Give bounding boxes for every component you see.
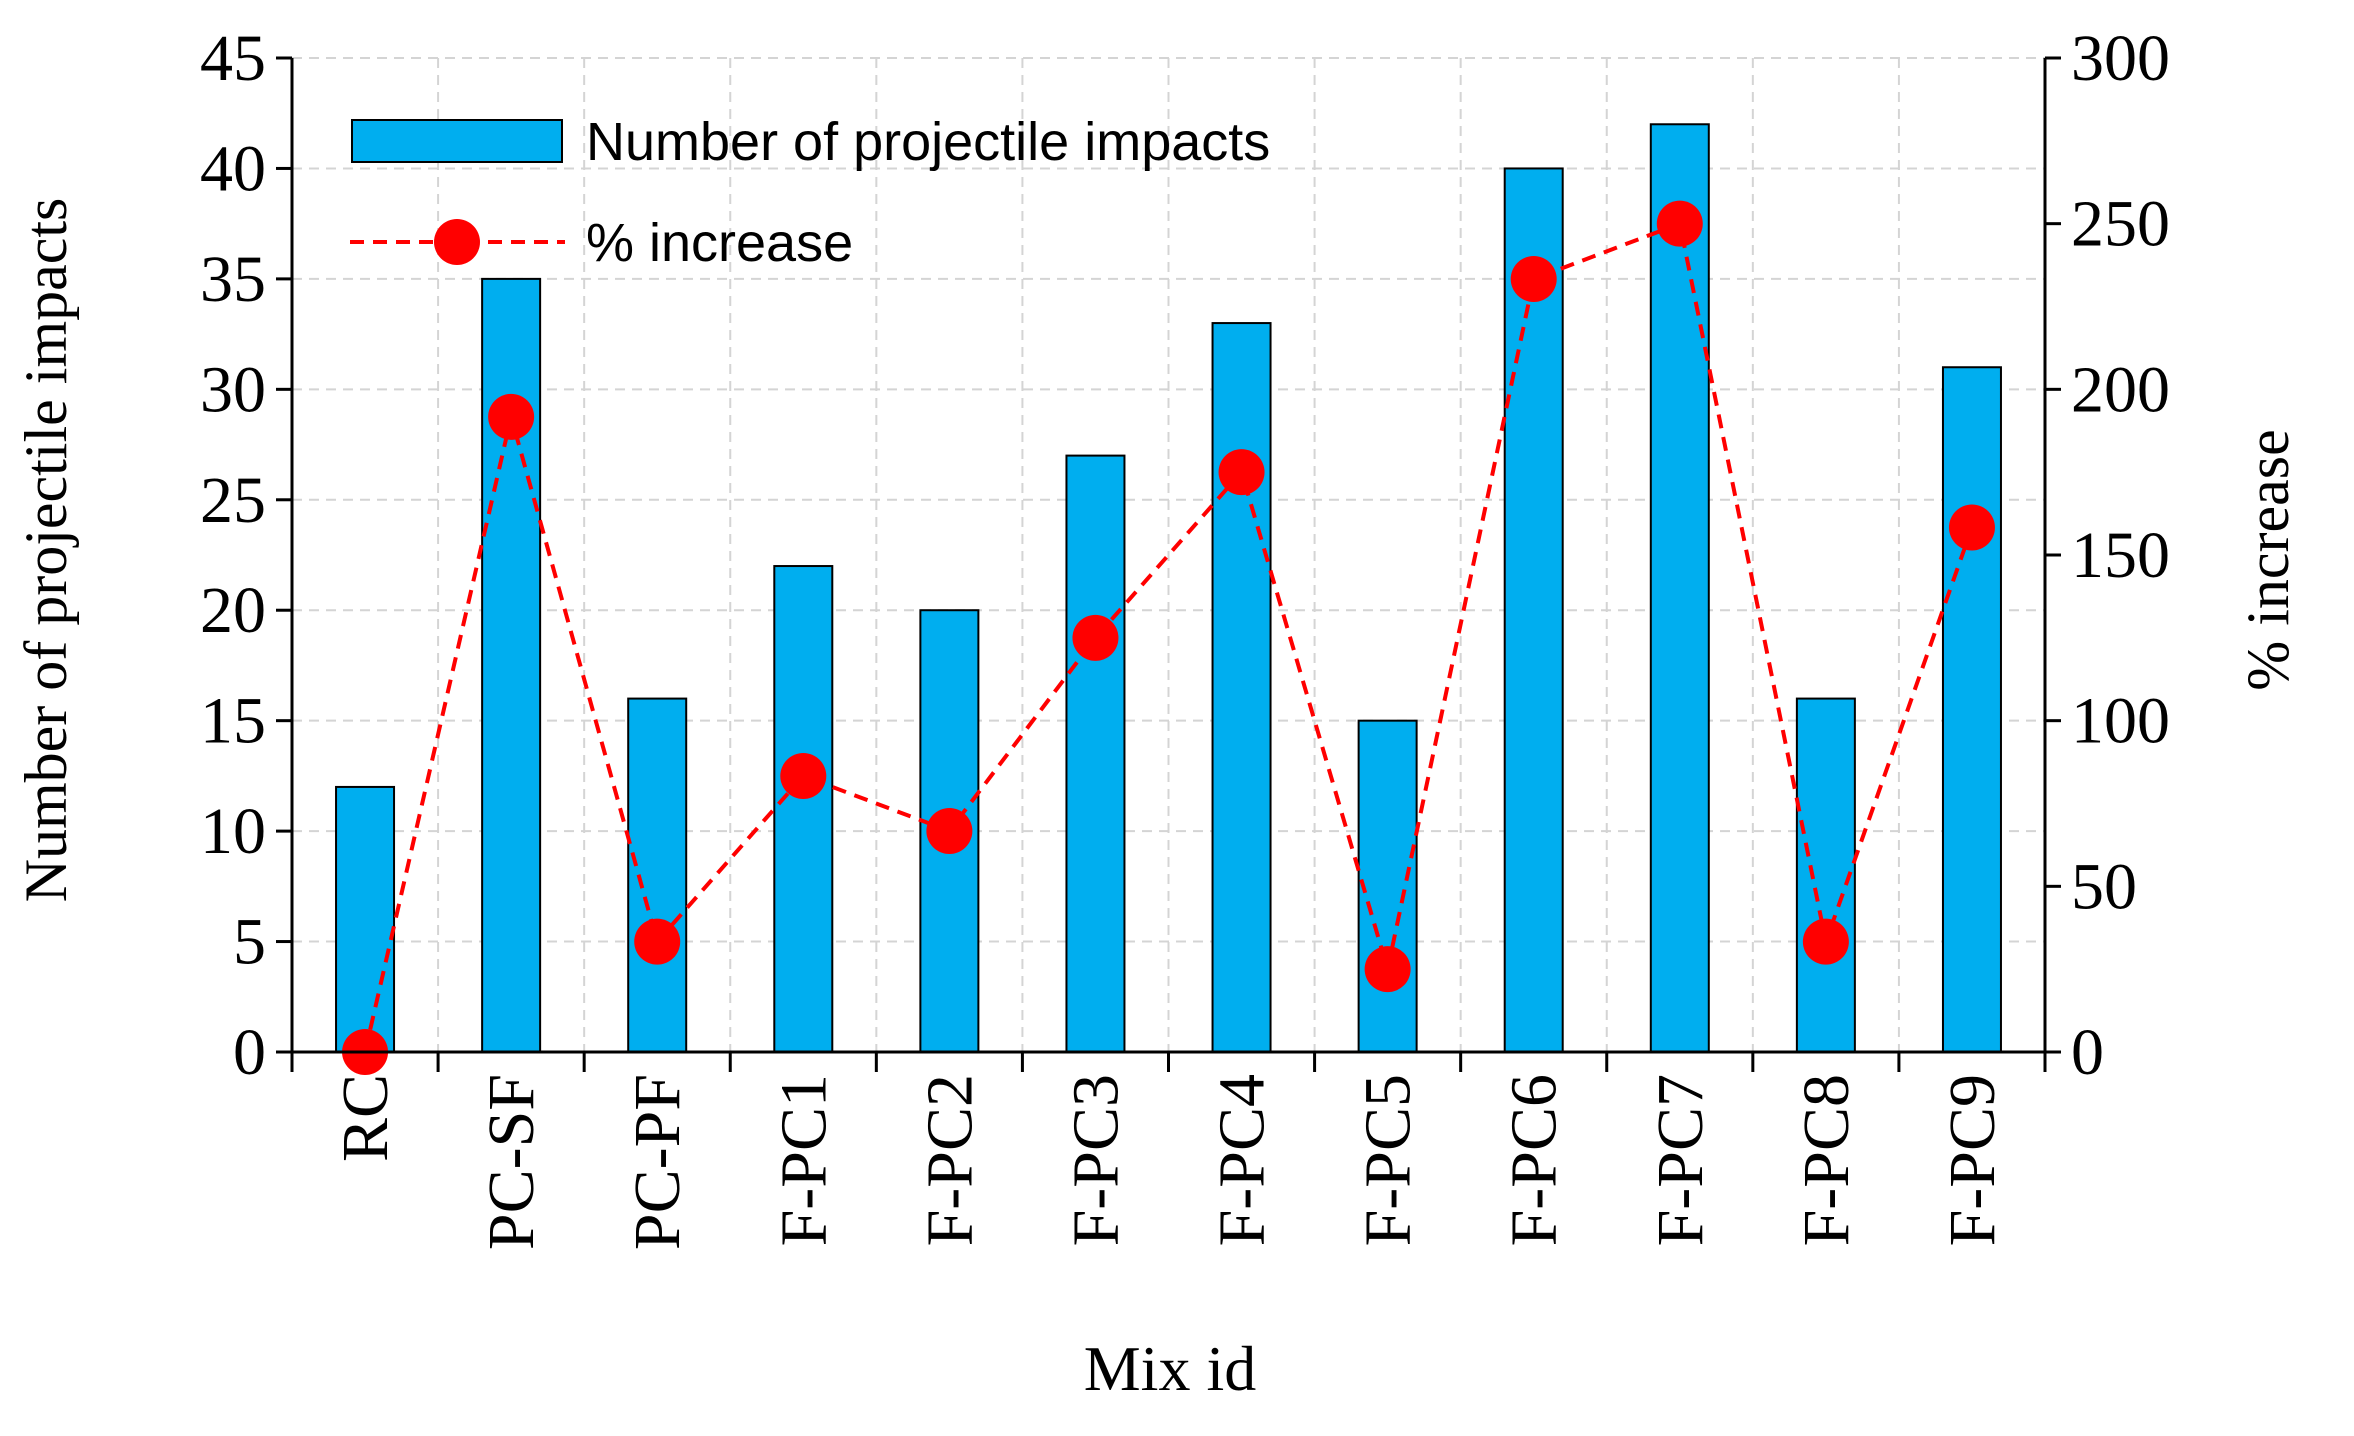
y2-tick-label: 150 xyxy=(2071,519,2170,592)
bar-F-PC4 xyxy=(1211,322,1272,1054)
bar-series xyxy=(335,123,2002,1054)
y2-tick-label: 100 xyxy=(2071,685,2170,758)
point-F-PC7 xyxy=(1656,200,1703,247)
y-tick-label: 35 xyxy=(200,243,266,316)
x-tick-label-F-PC7: F-PC7 xyxy=(1644,1074,1717,1246)
x-tick-label-F-PC8: F-PC8 xyxy=(1790,1074,1863,1246)
x-tick-label-F-PC2: F-PC2 xyxy=(913,1074,986,1246)
point-F-PC8 xyxy=(1802,918,1849,965)
x-tick-label-F-PC5: F-PC5 xyxy=(1352,1074,1425,1246)
x-tick-label-PC-PF: PC-PF xyxy=(621,1074,694,1250)
bar-RC xyxy=(335,785,396,1054)
y-tick-label: 15 xyxy=(200,685,266,758)
point-F-PC6 xyxy=(1510,255,1557,302)
bar-F-PC9 xyxy=(1941,366,2002,1053)
x-tick-label-F-PC4: F-PC4 xyxy=(1206,1074,1279,1246)
point-F-PC5 xyxy=(1364,946,1411,993)
x-tick-label-F-PC1: F-PC1 xyxy=(767,1074,840,1246)
point-F-PC1 xyxy=(780,752,827,799)
line-series xyxy=(342,200,1995,1075)
point-PC-SF xyxy=(488,393,535,440)
legend: Number of projectile impacts % increase xyxy=(350,112,1270,273)
bar-F-PC7 xyxy=(1649,123,1710,1054)
y2-axis-title: % increase xyxy=(2235,429,2301,691)
legend-line-marker xyxy=(434,219,480,265)
bar-F-PC3 xyxy=(1065,454,1126,1054)
axes xyxy=(276,56,2061,1072)
bar-F-PC1 xyxy=(773,565,834,1053)
x-tick-label-F-PC9: F-PC9 xyxy=(1936,1074,2009,1246)
y-tick-label: 0 xyxy=(233,1016,266,1089)
bar-F-PC8 xyxy=(1795,697,1856,1053)
x-tick-label-RC: RC xyxy=(329,1074,402,1162)
y-tick-label: 30 xyxy=(200,353,266,426)
y-tick-label: 40 xyxy=(200,132,266,205)
y-tick-label: 10 xyxy=(200,795,266,868)
legend-line-label: % increase xyxy=(586,213,853,273)
percent-increase-line xyxy=(363,220,1974,1053)
x-tick-label-PC-SF: PC-SF xyxy=(475,1074,548,1250)
y2-tick-label: 200 xyxy=(2071,353,2170,426)
y-tick-label: 45 xyxy=(200,22,266,95)
y2-tick-label: 0 xyxy=(2071,1016,2104,1089)
point-F-PC9 xyxy=(1948,504,1995,551)
legend-bar-swatch xyxy=(351,119,563,163)
y-axis-title: Number of projectile impacts xyxy=(13,198,79,903)
x-tick-label-F-PC6: F-PC6 xyxy=(1498,1074,1571,1246)
y2-tick-label: 250 xyxy=(2071,188,2170,261)
y2-tick-label: 300 xyxy=(2071,22,2170,95)
gridlines xyxy=(292,57,2045,1052)
bar-F-PC6 xyxy=(1503,167,1564,1053)
bar-F-PC5 xyxy=(1357,719,1418,1054)
x-axis-title: Mix id xyxy=(1084,1333,1256,1404)
point-F-PC3 xyxy=(1072,614,1119,661)
y-tick-label: 20 xyxy=(200,574,266,647)
x-tick-label-F-PC3: F-PC3 xyxy=(1059,1074,1132,1246)
y-tick-label: 5 xyxy=(233,906,266,979)
tick-labels: 0 5 10 15 20 25 30 35 40 45 0 50 100 150 200 250 300 RC PC… xyxy=(200,22,2170,1250)
y-tick-label: 25 xyxy=(200,464,266,537)
y2-tick-label: 50 xyxy=(2071,850,2137,923)
legend-bar-label: Number of projectile impacts xyxy=(586,112,1270,172)
point-F-PC2 xyxy=(926,808,973,855)
point-PC-PF xyxy=(634,918,681,965)
point-F-PC4 xyxy=(1218,449,1265,496)
